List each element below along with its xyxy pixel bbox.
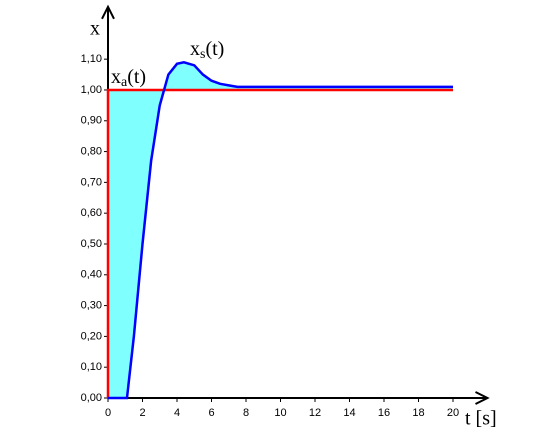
y-axis-label: x: [90, 18, 100, 40]
y-tick-label: 0,60: [81, 207, 102, 219]
label-sub: s: [200, 47, 205, 62]
x-tick-label: 10: [274, 407, 286, 419]
series-label: xs(t): [190, 38, 224, 63]
series-label: xa(t): [111, 66, 146, 91]
y-tick-label: 0,70: [81, 176, 102, 188]
y-tick-label: 0,40: [81, 269, 102, 281]
x-tick-label: 2: [139, 407, 145, 419]
y-tick-label: 0,30: [81, 299, 102, 311]
x-tick-label: 14: [343, 407, 355, 419]
y-arrow: [101, 4, 115, 20]
x-tick-label: 18: [412, 407, 424, 419]
x-arrow: [475, 391, 490, 405]
x-tick-label: 6: [208, 407, 214, 419]
y-tick-label: 0,80: [81, 145, 102, 157]
series-line: [108, 60, 453, 400]
label-sub: a: [121, 75, 128, 90]
x-tick-label: 0: [105, 407, 111, 419]
y-tick-label: 0,50: [81, 238, 102, 250]
y-tick-label: 0,20: [81, 330, 102, 342]
y-tick-label: 1,10: [81, 53, 102, 65]
x-tick-label: 20: [447, 407, 459, 419]
series-line: [106, 88, 453, 398]
label-end: (t): [205, 38, 224, 60]
x-tick-label: 8: [243, 407, 249, 419]
label-main: x: [111, 66, 121, 88]
x-tick-label: 16: [378, 407, 390, 419]
x-tick-label: 4: [174, 407, 180, 419]
x-axis-label: t [s]: [465, 408, 497, 430]
y-tick-label: 0,00: [81, 392, 102, 404]
label-main: x: [190, 38, 200, 60]
x-tick-label: 12: [309, 407, 321, 419]
area-between: [108, 62, 453, 399]
y-tick-label: 1,00: [81, 84, 102, 96]
y-tick-label: 0,10: [81, 361, 102, 373]
y-tick-label: 0,90: [81, 115, 102, 127]
label-end: (t): [127, 66, 146, 88]
